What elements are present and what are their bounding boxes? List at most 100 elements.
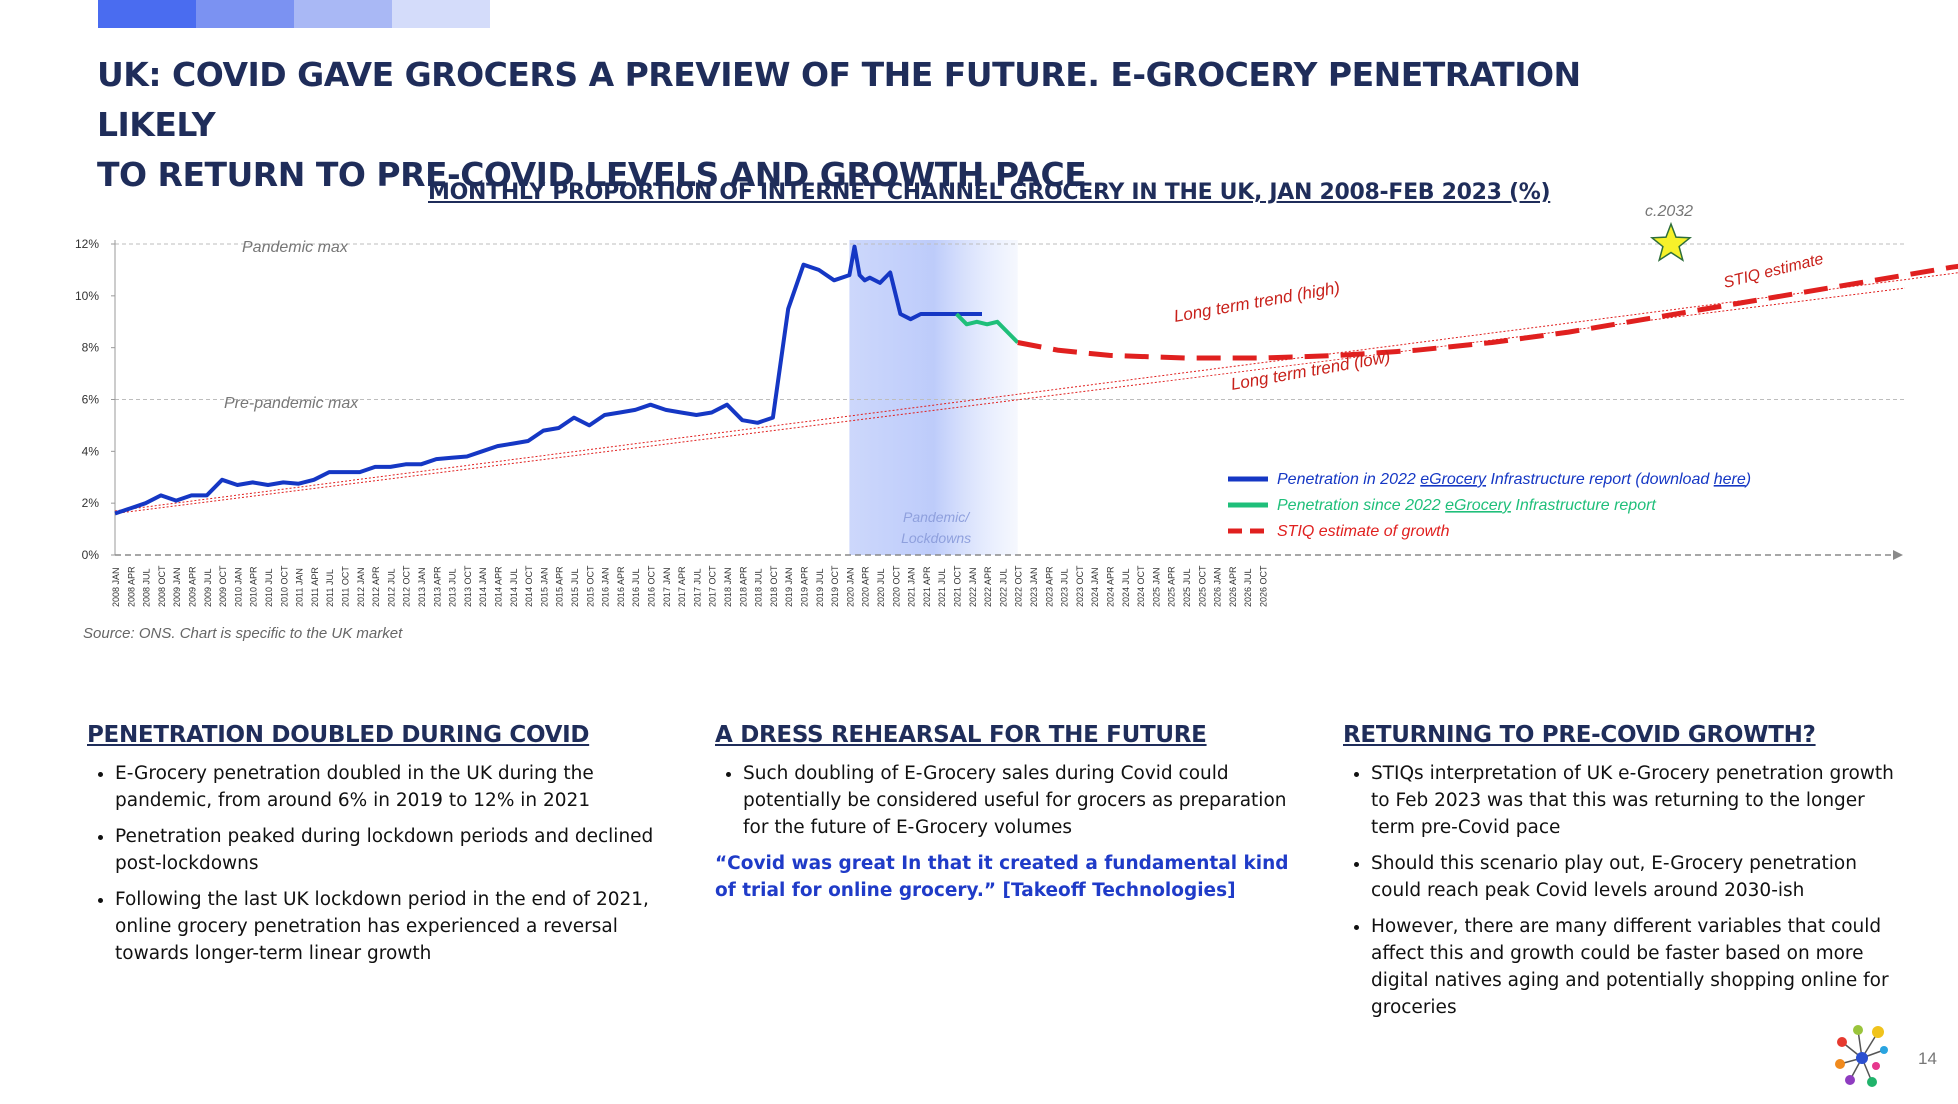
y-tick-label: 6% xyxy=(82,393,100,407)
bullet: Such doubling of E-Grocery sales during … xyxy=(743,760,1295,841)
legend-item-stiq-estimate: STIQ estimate of growth xyxy=(1228,523,1450,540)
pre-pandemic-max-label: Pre-pandemic max xyxy=(224,395,359,412)
x-axis-arrow-icon xyxy=(1893,550,1903,560)
x-tick-label: 2021 OCT xyxy=(953,565,963,607)
x-tick-label: 2023 JAN xyxy=(1029,567,1039,607)
x-tick-label: 2010 JAN xyxy=(233,567,243,607)
x-tick-label: 2023 APR xyxy=(1044,566,1054,607)
bullet: Should this scenario play out, E-Grocery… xyxy=(1371,850,1903,904)
x-tick-label: 2019 APR xyxy=(800,566,810,607)
x-tick-label: 2009 APR xyxy=(188,566,198,607)
title-line-2: TO RETURN TO PRE-COVID LEVELS AND GROWTH… xyxy=(97,155,1087,194)
series-stiq-estimate-line xyxy=(1017,263,1958,361)
x-tick-label: 2019 OCT xyxy=(830,565,840,607)
x-tick-label: 2016 APR xyxy=(616,566,626,607)
bullet: However, there are many different variab… xyxy=(1371,913,1903,1021)
x-tick-label: 2020 APR xyxy=(861,566,871,607)
x-tick-label: 2021 JAN xyxy=(907,567,917,607)
series-since-2022-line xyxy=(955,312,1020,344)
bullet: Following the last UK lockdown period in… xyxy=(115,886,667,967)
x-tick-label: 2019 JUL xyxy=(815,568,825,607)
bullet: E-Grocery penetration doubled in the UK … xyxy=(115,760,667,814)
x-tick-label: 2014 APR xyxy=(494,566,504,607)
x-tick-label: 2010 APR xyxy=(249,566,259,607)
x-tick-label: 2009 OCT xyxy=(218,565,228,607)
x-tick-label: 2024 APR xyxy=(1106,566,1116,607)
legend-label: STIQ estimate of growth xyxy=(1277,523,1450,540)
x-tick-label: 2014 JUL xyxy=(509,568,519,607)
x-tick-label: 2008 JAN xyxy=(111,567,121,607)
x-tick-label: 2015 JUL xyxy=(570,568,580,607)
x-tick-label: 2026 OCT xyxy=(1259,565,1269,607)
quote: “Covid was great In that it created a fu… xyxy=(715,853,1289,901)
x-tick-label: 2015 APR xyxy=(555,566,565,607)
column-penetration: PENETRATION DOUBLED DURING COVID E-Groce… xyxy=(87,722,667,976)
pandemic-lockdowns-label: Lockdowns xyxy=(901,530,971,546)
x-tick-label: 2018 OCT xyxy=(769,565,779,607)
x-tick-label: 2017 JAN xyxy=(662,567,672,607)
x-tick-label: 2009 JUL xyxy=(203,568,213,607)
x-tick-label: 2013 OCT xyxy=(463,565,473,607)
column-dress-rehearsal: A DRESS REHEARSAL FOR THE FUTURE Such do… xyxy=(715,722,1295,904)
x-tick-label: 2013 APR xyxy=(432,566,442,607)
x-tick-label: 2017 JUL xyxy=(692,568,702,607)
column-returning-growth: RETURNING TO PRE-COVID GROWTH? STIQs int… xyxy=(1343,722,1903,1030)
x-tick-label: 2020 JAN xyxy=(845,567,855,607)
stiq-logo-icon xyxy=(1835,1025,1888,1087)
x-tick-label: 2024 JAN xyxy=(1090,567,1100,607)
x-tick-label: 2016 OCT xyxy=(647,565,657,607)
x-tick-label: 2020 OCT xyxy=(891,565,901,607)
star-icon xyxy=(1649,221,1693,262)
page-number: 14 xyxy=(1918,1049,1937,1068)
x-tick-label: 2020 JUL xyxy=(876,568,886,607)
x-tick-label: 2014 OCT xyxy=(524,565,534,607)
x-tick-label: 2012 APR xyxy=(371,566,381,607)
x-tick-label: 2015 JAN xyxy=(539,567,549,607)
x-tick-label: 2021 APR xyxy=(922,566,932,607)
x-tick-label: 2022 JUL xyxy=(998,568,1008,607)
x-tick-label: 2026 APR xyxy=(1228,566,1238,607)
x-tick-label: 2008 JUL xyxy=(142,568,152,607)
accent-block-1 xyxy=(98,0,196,28)
slide-title: UK: COVID GAVE GROCERS A PREVIEW OF THE … xyxy=(97,50,1657,200)
x-tick-label: 2014 JAN xyxy=(478,567,488,607)
source-note: Source: ONS. Chart is specific to the UK… xyxy=(83,625,403,642)
x-tick-label: 2008 APR xyxy=(126,566,136,607)
x-tick-label: 2023 JUL xyxy=(1060,568,1070,607)
x-tick-label: 2013 JUL xyxy=(448,568,458,607)
x-tick-label: 2010 JUL xyxy=(264,568,274,607)
x-tick-label: 2018 JUL xyxy=(754,568,764,607)
legend-label: Penetration in 2022 eGrocery Infrastruct… xyxy=(1277,471,1751,488)
x-tick-label: 2012 JUL xyxy=(386,568,396,607)
x-tick-label: 2016 JAN xyxy=(601,567,611,607)
x-tick-label: 2018 APR xyxy=(738,566,748,607)
x-tick-label: 2022 OCT xyxy=(1014,565,1024,607)
trend-high-line xyxy=(114,272,1958,512)
x-tick-label: 2017 APR xyxy=(677,566,687,607)
column-heading: A DRESS REHEARSAL FOR THE FUTURE xyxy=(715,722,1207,748)
column-heading: RETURNING TO PRE-COVID GROWTH? xyxy=(1343,722,1816,748)
y-tick-label: 10% xyxy=(75,289,99,303)
line-chart: 0% 2% 4% 6% 8% 10% 12% 2008 JAN 2008 APR 2008 JUL… xyxy=(75,203,1958,607)
accent-block-2 xyxy=(196,0,294,28)
x-tick-label: 2017 OCT xyxy=(708,565,718,607)
x-tick-label: 2011 OCT xyxy=(341,566,351,607)
accent-block-3 xyxy=(294,0,392,28)
x-tick-label: 2016 JUL xyxy=(631,568,641,607)
x-tick-label: 2026 JAN xyxy=(1213,567,1223,607)
x-tick-label: 2018 JAN xyxy=(723,567,733,607)
legend-item-since-2022: Penetration since 2022 eGrocery Infrastr… xyxy=(1228,497,1656,514)
bullet: Penetration peaked during lockdown perio… xyxy=(115,823,667,877)
x-tick-label: 2011 JAN xyxy=(295,568,305,607)
x-tick-label: 2025 JUL xyxy=(1182,568,1192,607)
legend-item-2022-report: Penetration in 2022 eGrocery Infrastruct… xyxy=(1228,471,1751,488)
x-tick-label: 2012 JAN xyxy=(356,567,366,607)
x-tick-label: 2012 OCT xyxy=(402,565,412,607)
x-tick-label: 2011 JUL xyxy=(325,569,335,607)
x-tick-label: 2026 JUL xyxy=(1243,568,1253,607)
pandemic-lockdowns-label: Pandemic/ xyxy=(903,509,971,525)
x-tick-label: 2024 OCT xyxy=(1136,565,1146,607)
chart-title: MONTHLY PROPORTION OF INTERNET CHANNEL G… xyxy=(428,180,1551,205)
x-tick-label: 2024 JUL xyxy=(1121,568,1131,607)
pandemic-max-label: Pandemic max xyxy=(242,239,349,256)
